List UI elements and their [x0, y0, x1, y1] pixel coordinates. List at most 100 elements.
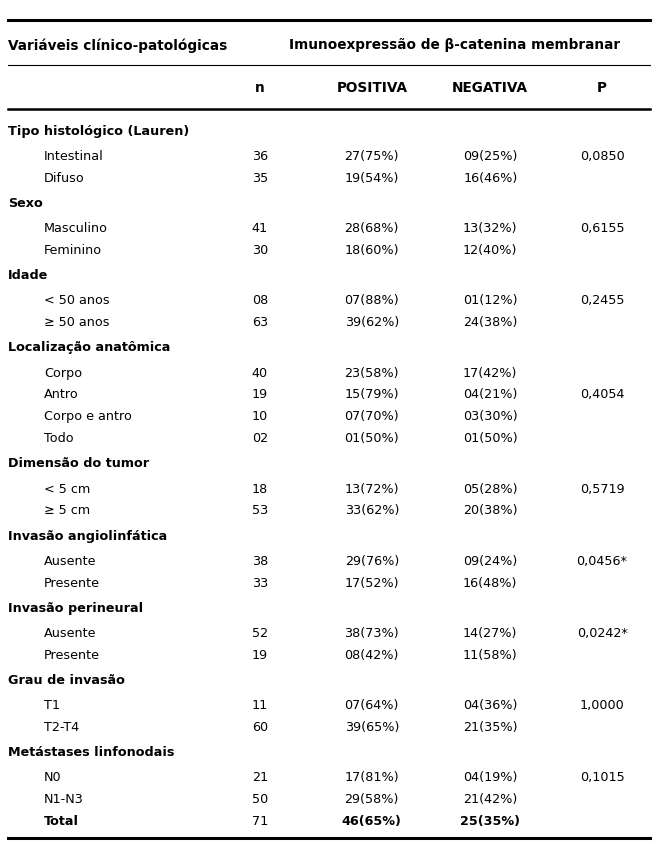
Text: 41: 41: [252, 222, 268, 235]
Text: Imunoexpressão de β-catenina membranar: Imunoexpressão de β-catenina membranar: [290, 38, 620, 52]
Text: 0,5719: 0,5719: [580, 482, 624, 495]
Text: 08(42%): 08(42%): [345, 648, 399, 661]
Text: Dimensão do tumor: Dimensão do tumor: [8, 457, 149, 470]
Text: T2-T4: T2-T4: [44, 720, 80, 734]
Text: 63: 63: [252, 316, 268, 329]
Text: 01(50%): 01(50%): [344, 432, 399, 444]
Text: T1: T1: [44, 699, 60, 711]
Text: N0: N0: [44, 770, 62, 784]
Text: 18(60%): 18(60%): [345, 244, 399, 257]
Text: Variáveis clínico-patológicas: Variáveis clínico-patológicas: [8, 38, 227, 52]
Text: 17(81%): 17(81%): [344, 770, 399, 784]
Text: P: P: [597, 81, 607, 95]
Text: 38(73%): 38(73%): [344, 626, 399, 639]
Text: 07(64%): 07(64%): [345, 699, 399, 711]
Text: 04(21%): 04(21%): [463, 388, 517, 401]
Text: 17(42%): 17(42%): [463, 366, 517, 379]
Text: 0,4054: 0,4054: [580, 388, 624, 401]
Text: 08: 08: [252, 294, 268, 307]
Text: 04(19%): 04(19%): [463, 770, 517, 784]
Text: 01(50%): 01(50%): [463, 432, 518, 444]
Text: Invasão perineural: Invasão perineural: [8, 601, 143, 614]
Text: 10: 10: [252, 409, 268, 423]
Text: 0,6155: 0,6155: [580, 222, 624, 235]
Text: 16(48%): 16(48%): [463, 576, 517, 589]
Text: Ausente: Ausente: [44, 554, 97, 567]
Text: 40: 40: [252, 366, 268, 379]
Text: 0,0850: 0,0850: [580, 150, 624, 163]
Text: POSITIVA: POSITIVA: [336, 81, 407, 95]
Text: 09(25%): 09(25%): [463, 150, 517, 163]
Text: 03(30%): 03(30%): [463, 409, 518, 423]
Text: Grau de invasão: Grau de invasão: [8, 673, 125, 687]
Text: 28(68%): 28(68%): [345, 222, 399, 235]
Text: 07(88%): 07(88%): [344, 294, 399, 307]
Text: 30: 30: [252, 244, 268, 257]
Text: Ausente: Ausente: [44, 626, 97, 639]
Text: 39(62%): 39(62%): [345, 316, 399, 329]
Text: n: n: [255, 81, 265, 95]
Text: 60: 60: [252, 720, 268, 734]
Text: N1-N3: N1-N3: [44, 792, 84, 805]
Text: 02: 02: [252, 432, 268, 444]
Text: 17(52%): 17(52%): [345, 576, 399, 589]
Text: 27(75%): 27(75%): [345, 150, 399, 163]
Text: < 5 cm: < 5 cm: [44, 482, 90, 495]
Text: 04(36%): 04(36%): [463, 699, 517, 711]
Text: 0,2455: 0,2455: [580, 294, 624, 307]
Text: Difuso: Difuso: [44, 171, 85, 184]
Text: Sexo: Sexo: [8, 197, 43, 210]
Text: 0,0242*: 0,0242*: [576, 626, 628, 639]
Text: 11: 11: [252, 699, 268, 711]
Text: 11(58%): 11(58%): [463, 648, 518, 661]
Text: Intestinal: Intestinal: [44, 150, 104, 163]
Text: 05(28%): 05(28%): [463, 482, 517, 495]
Text: Masculino: Masculino: [44, 222, 108, 235]
Text: Invasão angiolinfática: Invasão angiolinfática: [8, 529, 167, 542]
Text: 07(70%): 07(70%): [344, 409, 399, 423]
Text: ≥ 50 anos: ≥ 50 anos: [44, 316, 110, 329]
Text: 23(58%): 23(58%): [345, 366, 399, 379]
Text: 01(12%): 01(12%): [463, 294, 517, 307]
Text: NEGATIVA: NEGATIVA: [452, 81, 528, 95]
Text: Antro: Antro: [44, 388, 79, 401]
Text: 19: 19: [252, 648, 268, 661]
Text: 35: 35: [252, 171, 268, 184]
Text: 21: 21: [252, 770, 268, 784]
Text: 0,1015: 0,1015: [580, 770, 624, 784]
Text: Presente: Presente: [44, 648, 100, 661]
Text: Feminino: Feminino: [44, 244, 102, 257]
Text: 20(38%): 20(38%): [463, 504, 517, 517]
Text: 24(38%): 24(38%): [463, 316, 517, 329]
Text: Corpo: Corpo: [44, 366, 82, 379]
Text: 71: 71: [252, 815, 268, 827]
Text: 19(54%): 19(54%): [345, 171, 399, 184]
Text: Presente: Presente: [44, 576, 100, 589]
Text: Tipo histológico (Lauren): Tipo histológico (Lauren): [8, 125, 189, 137]
Text: 25(35%): 25(35%): [460, 815, 520, 827]
Text: < 50 anos: < 50 anos: [44, 294, 110, 307]
Text: 16(46%): 16(46%): [463, 171, 517, 184]
Text: 36: 36: [252, 150, 268, 163]
Text: Idade: Idade: [8, 269, 48, 281]
Text: 14(27%): 14(27%): [463, 626, 517, 639]
Text: 33(62%): 33(62%): [345, 504, 399, 517]
Text: 46(65%): 46(65%): [342, 815, 401, 827]
Text: Metástases linfonodais: Metástases linfonodais: [8, 746, 174, 758]
Text: 13(32%): 13(32%): [463, 222, 517, 235]
Text: 09(24%): 09(24%): [463, 554, 517, 567]
Text: 1,0000: 1,0000: [580, 699, 624, 711]
Text: Corpo e antro: Corpo e antro: [44, 409, 132, 423]
Text: ≥ 5 cm: ≥ 5 cm: [44, 504, 90, 517]
Text: 29(76%): 29(76%): [345, 554, 399, 567]
Text: 19: 19: [252, 388, 268, 401]
Text: 21(35%): 21(35%): [463, 720, 517, 734]
Text: 52: 52: [252, 626, 268, 639]
Text: 29(58%): 29(58%): [345, 792, 399, 805]
Text: 33: 33: [252, 576, 268, 589]
Text: Localização anatômica: Localização anatômica: [8, 341, 170, 354]
Text: 38: 38: [252, 554, 268, 567]
Text: 53: 53: [252, 504, 268, 517]
Text: 50: 50: [252, 792, 268, 805]
Text: 12(40%): 12(40%): [463, 244, 517, 257]
